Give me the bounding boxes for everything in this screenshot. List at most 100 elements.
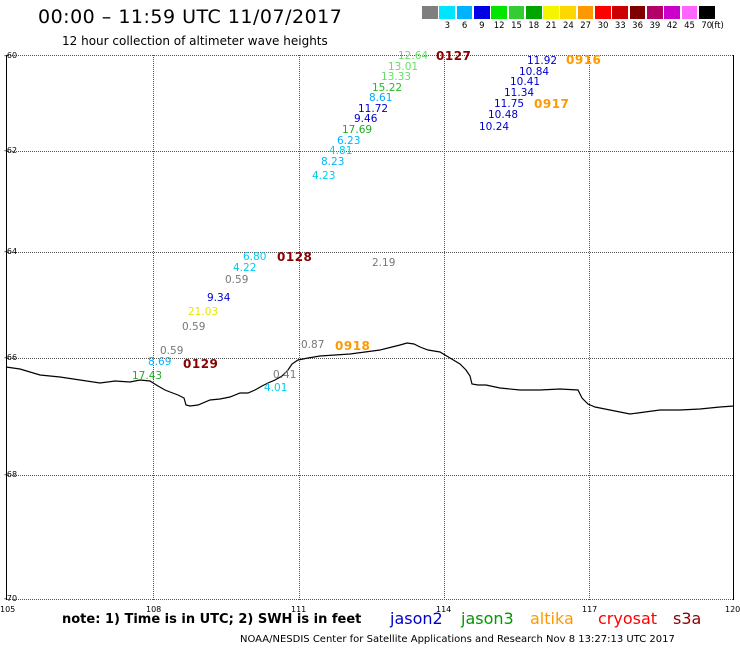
- legend-value-label: 27: [580, 21, 592, 31]
- lat-label: -66: [4, 353, 18, 362]
- wave-height-value: 12.64: [398, 50, 429, 62]
- wave-height-value: 21.03: [188, 306, 219, 318]
- grid-line-lon: [444, 55, 445, 600]
- legend-swatch: [664, 6, 680, 19]
- wave-height-value: 4.01: [264, 382, 288, 394]
- legend-swatch: [508, 6, 525, 19]
- wave-height-value: 10.48: [488, 109, 519, 121]
- legend-value-label: 18: [528, 21, 540, 31]
- lon-label: 120: [725, 605, 740, 614]
- legend-value-label: 70: [701, 21, 713, 31]
- wave-height-value: 11.92: [527, 55, 558, 67]
- wave-height-value: 0.59: [225, 274, 249, 286]
- legend-swatch: [577, 6, 594, 19]
- legend-value-label: 3: [444, 21, 450, 31]
- lat-label: -62: [4, 146, 18, 155]
- legend-value-label: 42: [666, 21, 678, 31]
- legend-swatch: [543, 6, 559, 19]
- wave-height-value: 4.81: [329, 145, 353, 157]
- lat-label: -68: [4, 470, 18, 479]
- legend-value-label: 39: [649, 21, 661, 31]
- legend-swatch: [698, 6, 715, 19]
- legend-value-label: 6: [461, 21, 468, 31]
- legend-swatch: [439, 6, 456, 19]
- lon-label: 114: [436, 605, 452, 614]
- legend-value-label: 21: [545, 21, 557, 31]
- wave-height-value: 11.34: [504, 87, 535, 99]
- lat-label: -64: [4, 247, 18, 256]
- legend-swatch: [560, 6, 577, 19]
- grid-line-lat: [7, 599, 733, 600]
- legend-swatch: [629, 6, 646, 19]
- antarctic-coastline: [5, 342, 735, 415]
- wave-height-value: 11.75: [494, 98, 525, 110]
- legend-swatch: [473, 6, 490, 19]
- legend-swatch: [612, 6, 629, 19]
- grid-line-lat: [7, 55, 733, 56]
- wave-height-value: 11.72: [358, 103, 389, 115]
- legend-unit: (ft): [711, 21, 724, 31]
- legend-swatch: [646, 6, 663, 19]
- wave-height-value: 6.80: [243, 251, 267, 263]
- wave-height-value: 9.34: [207, 292, 231, 304]
- legend-value-label: 9: [479, 21, 485, 31]
- grid-line-lat: [7, 475, 733, 476]
- map-title: 00:00 – 11:59 UTC 11/07/2017: [38, 6, 343, 28]
- legend-value-label: 12: [493, 21, 505, 31]
- lon-label: 117: [582, 605, 598, 614]
- satellite-label-s3a: s3a: [673, 609, 702, 628]
- wave-height-value: 4.23: [312, 170, 336, 182]
- grid-line-lon: [589, 55, 590, 600]
- legend-swatch: [422, 6, 438, 19]
- wave-height-value: 13.33: [381, 71, 412, 83]
- wave-height-value: 0.59: [160, 345, 184, 357]
- wave-height-value: 4.22: [233, 262, 257, 274]
- wave-height-value: 2.19: [372, 257, 396, 269]
- grid-line-lat: [7, 151, 733, 152]
- wave-height-value: 0.59: [182, 321, 206, 333]
- legend-value-label: 30: [597, 21, 609, 31]
- legend-value-label: 36: [632, 21, 643, 31]
- pass-time-label: 0129: [183, 357, 219, 371]
- legend-value-label: 24: [562, 21, 574, 31]
- satellite-label-jason2: jason2: [390, 609, 443, 628]
- wave-height-value: 17.69: [342, 124, 373, 136]
- wave-height-value: 8.61: [369, 92, 393, 104]
- lat-label: -60: [4, 51, 18, 60]
- wave-height-value: 10.24: [479, 121, 510, 133]
- lat-label: -70: [4, 594, 18, 603]
- wave-height-value: 10.84: [519, 66, 550, 78]
- lon-label: 105: [0, 605, 16, 614]
- legend-swatch: [525, 6, 542, 19]
- legend-swatch: [456, 6, 473, 19]
- pass-time-label: 0916: [566, 53, 602, 67]
- wave-height-value: 17.43: [132, 370, 163, 382]
- map-subtitle: 12 hour collection of altimeter wave hei…: [62, 34, 328, 48]
- lon-label: 111: [291, 605, 307, 614]
- pass-time-label: 0127: [436, 49, 472, 63]
- wave-height-value: 15.22: [372, 82, 403, 94]
- wave-height-value: 6.23: [337, 135, 361, 147]
- wave-height-value: 10.41: [510, 76, 541, 88]
- wave-height-value: 13.01: [388, 61, 419, 73]
- satellite-label-jason3: jason3: [461, 609, 514, 628]
- grid-line-lon: [153, 55, 154, 600]
- map-frame: [6, 55, 734, 600]
- pass-time-label: 0917: [534, 97, 570, 111]
- wave-height-value: 8.69: [148, 356, 172, 368]
- legend-value-label: 45: [684, 21, 695, 31]
- legend-swatch: [491, 6, 507, 19]
- wave-height-value: 0.41: [273, 369, 297, 381]
- lon-label: 108: [146, 605, 162, 614]
- grid-line-lat: [7, 358, 733, 359]
- wave-height-value: 8.23: [321, 156, 345, 168]
- pass-time-label: 0918: [335, 339, 371, 353]
- wave-height-value: 0.87: [301, 339, 325, 351]
- grid-line-lat: [7, 252, 733, 253]
- satellite-label-altika: altika: [530, 609, 574, 628]
- legend-swatch: [595, 6, 611, 19]
- legend-swatch: [681, 6, 698, 19]
- legend-value-label: 15: [511, 21, 522, 31]
- satellite-label-cryosat: cryosat: [598, 609, 658, 628]
